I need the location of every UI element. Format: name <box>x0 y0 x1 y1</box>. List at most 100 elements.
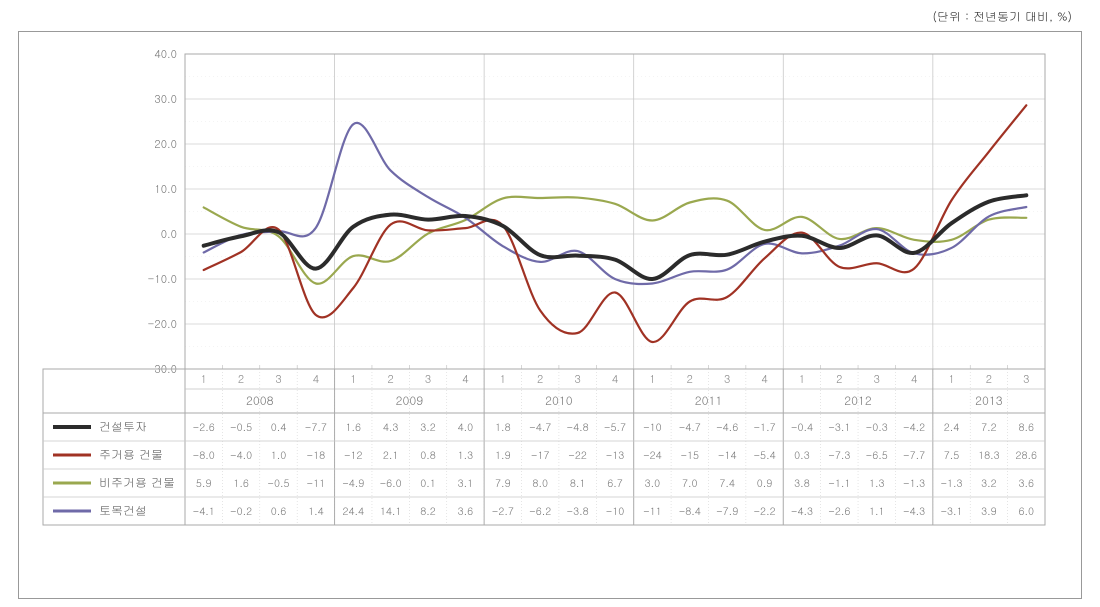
svg-text:1.3: 1.3 <box>458 447 474 462</box>
svg-text:2: 2 <box>986 372 992 387</box>
svg-text:7.9: 7.9 <box>495 475 511 490</box>
svg-text:-14: -14 <box>718 447 737 462</box>
svg-text:3.9: 3.9 <box>981 503 997 518</box>
svg-text:3.0: 3.0 <box>645 475 661 490</box>
svg-text:-2.7: -2.7 <box>492 503 514 518</box>
svg-text:0.4: 0.4 <box>271 419 287 434</box>
svg-text:10.0: 10.0 <box>154 182 177 197</box>
svg-text:2: 2 <box>836 372 842 387</box>
svg-text:3: 3 <box>275 372 281 387</box>
svg-text:3.2: 3.2 <box>981 475 997 490</box>
svg-text:-12: -12 <box>344 447 363 462</box>
svg-text:-10: -10 <box>643 419 662 434</box>
svg-text:4: 4 <box>761 372 768 387</box>
svg-text:3.6: 3.6 <box>1019 475 1035 490</box>
svg-text:4.3: 4.3 <box>383 419 399 434</box>
svg-text:-22: -22 <box>568 447 587 462</box>
svg-text:-1.7: -1.7 <box>753 419 775 434</box>
chart-frame: -30.0-20.0-10.00.010.020.030.040.0123412… <box>37 46 1063 584</box>
svg-text:3.6: 3.6 <box>458 503 474 518</box>
svg-text:0.9: 0.9 <box>757 475 773 490</box>
svg-text:3: 3 <box>574 372 580 387</box>
svg-text:2009: 2009 <box>396 392 424 409</box>
svg-text:-15: -15 <box>680 447 699 462</box>
svg-text:0.8: 0.8 <box>420 447 436 462</box>
svg-text:3: 3 <box>874 372 880 387</box>
svg-text:2012: 2012 <box>844 392 872 409</box>
svg-text:건설투자: 건설투자 <box>99 418 147 435</box>
svg-text:7.4: 7.4 <box>719 475 735 490</box>
svg-text:비주거용 건물: 비주거용 건물 <box>99 474 175 491</box>
svg-text:6.7: 6.7 <box>607 475 623 490</box>
unit-label: (단위 : 전년동기 대비, %) <box>8 8 1072 25</box>
svg-text:-7.3: -7.3 <box>828 447 850 462</box>
svg-text:-2.6: -2.6 <box>193 419 215 434</box>
svg-text:2010: 2010 <box>545 392 573 409</box>
svg-text:-10.0: -10.0 <box>148 272 178 287</box>
chart-svg: -30.0-20.0-10.00.010.020.030.040.0123412… <box>37 46 1061 584</box>
svg-text:3.2: 3.2 <box>420 419 436 434</box>
svg-text:8.1: 8.1 <box>570 475 586 490</box>
svg-text:-6.2: -6.2 <box>529 503 551 518</box>
svg-text:8.0: 8.0 <box>532 475 548 490</box>
svg-text:-6.5: -6.5 <box>866 447 888 462</box>
svg-text:2008: 2008 <box>246 392 274 409</box>
svg-text:14.1: 14.1 <box>380 503 402 518</box>
svg-text:-4.2: -4.2 <box>903 419 925 434</box>
svg-text:7.2: 7.2 <box>981 419 997 434</box>
svg-text:1.9: 1.9 <box>495 447 511 462</box>
svg-text:-0.5: -0.5 <box>230 419 252 434</box>
svg-text:-5.4: -5.4 <box>753 447 775 462</box>
svg-text:28.6: 28.6 <box>1015 447 1037 462</box>
svg-text:-4.3: -4.3 <box>903 503 925 518</box>
svg-text:6.0: 6.0 <box>1019 503 1035 518</box>
svg-text:3: 3 <box>724 372 730 387</box>
svg-text:-1.3: -1.3 <box>903 475 925 490</box>
svg-text:-8.4: -8.4 <box>679 503 701 518</box>
svg-text:-0.3: -0.3 <box>866 419 888 434</box>
svg-text:18.3: 18.3 <box>978 447 1000 462</box>
svg-text:1: 1 <box>948 372 954 387</box>
svg-text:0.1: 0.1 <box>420 475 436 490</box>
svg-text:-4.7: -4.7 <box>679 419 701 434</box>
svg-text:2: 2 <box>238 372 244 387</box>
svg-text:4.0: 4.0 <box>458 419 474 434</box>
svg-text:-24: -24 <box>643 447 662 462</box>
svg-text:-18: -18 <box>307 447 326 462</box>
svg-text:토목건설: 토목건설 <box>99 502 147 519</box>
svg-text:2.4: 2.4 <box>944 419 960 434</box>
svg-text:4: 4 <box>612 372 619 387</box>
svg-text:-2.2: -2.2 <box>753 503 775 518</box>
svg-text:-4.1: -4.1 <box>193 503 215 518</box>
svg-text:-3.1: -3.1 <box>940 503 962 518</box>
svg-text:1.0: 1.0 <box>271 447 287 462</box>
svg-text:3: 3 <box>425 372 431 387</box>
svg-text:-0.2: -0.2 <box>230 503 252 518</box>
svg-text:-2.6: -2.6 <box>828 503 850 518</box>
svg-text:0.6: 0.6 <box>271 503 287 518</box>
svg-text:-1.1: -1.1 <box>828 475 850 490</box>
svg-text:-4.7: -4.7 <box>529 419 551 434</box>
svg-text:5.9: 5.9 <box>196 475 212 490</box>
svg-text:-0.5: -0.5 <box>267 475 289 490</box>
svg-text:0.3: 0.3 <box>794 447 810 462</box>
svg-text:주거용 건물: 주거용 건물 <box>99 446 163 463</box>
svg-text:-6.0: -6.0 <box>380 475 402 490</box>
svg-text:-4.0: -4.0 <box>230 447 252 462</box>
svg-text:2: 2 <box>537 372 543 387</box>
svg-text:-8.0: -8.0 <box>193 447 215 462</box>
svg-text:-7.9: -7.9 <box>716 503 738 518</box>
svg-text:3.8: 3.8 <box>794 475 810 490</box>
svg-text:-5.7: -5.7 <box>604 419 626 434</box>
svg-text:-7.7: -7.7 <box>305 419 327 434</box>
svg-text:-11: -11 <box>307 475 326 490</box>
svg-text:-7.7: -7.7 <box>903 447 925 462</box>
svg-text:-11: -11 <box>643 503 662 518</box>
svg-text:0.0: 0.0 <box>161 227 177 242</box>
svg-text:8.6: 8.6 <box>1019 419 1035 434</box>
svg-text:1.6: 1.6 <box>345 419 361 434</box>
svg-text:1: 1 <box>201 372 207 387</box>
svg-text:40.0: 40.0 <box>154 47 177 62</box>
svg-text:1.4: 1.4 <box>308 503 324 518</box>
svg-text:-10: -10 <box>606 503 625 518</box>
